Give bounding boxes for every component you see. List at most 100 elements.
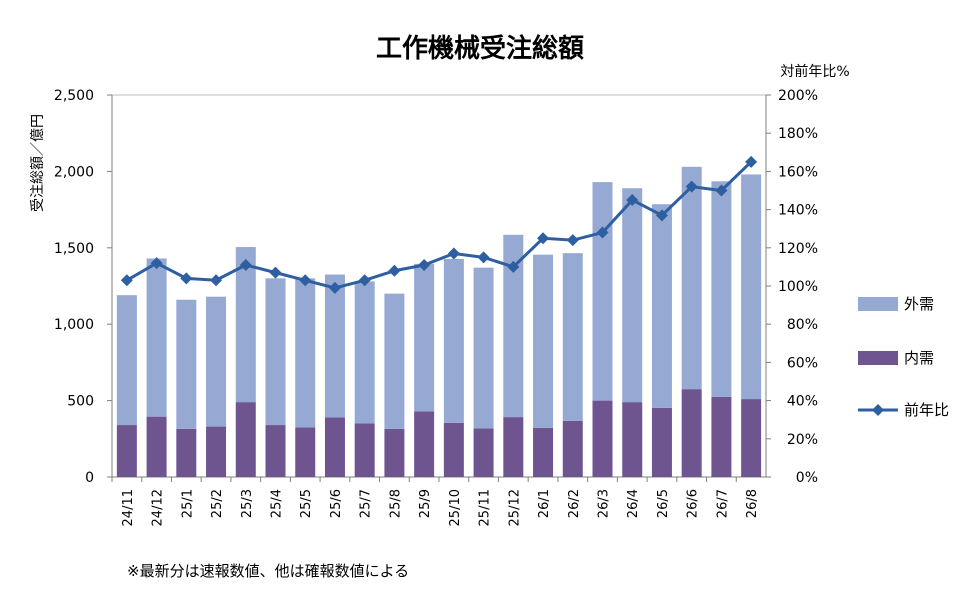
y-tick-label: 1,500: [54, 241, 94, 257]
x-tick-label: 26/7: [715, 489, 730, 518]
yoy-point: [655, 209, 668, 222]
bar-foreign: [324, 274, 345, 418]
yoy-point: [299, 274, 312, 287]
yoy-point: [328, 281, 341, 294]
bar-domestic: [295, 427, 316, 477]
y-tick-label: 2,500: [54, 88, 94, 104]
x-tick-label: 26/4: [626, 489, 641, 518]
yoy-point: [626, 194, 639, 207]
bar-domestic: [562, 420, 583, 477]
bar-foreign: [116, 295, 137, 426]
x-tick-label: 26/3: [597, 489, 612, 518]
legend-label-foreign: 外需: [904, 295, 934, 313]
bar-foreign: [681, 166, 702, 390]
bar-domestic: [443, 422, 464, 477]
bar-foreign: [235, 247, 256, 403]
y2-tick-label: 160%: [778, 164, 818, 180]
yoy-point: [537, 232, 550, 245]
yoy-point: [150, 257, 163, 270]
x-tick-label: 26/6: [686, 489, 701, 518]
x-tick-label: 25/6: [329, 489, 344, 518]
bar-foreign: [741, 174, 762, 400]
bar-foreign: [503, 234, 524, 418]
yoy-point: [418, 258, 431, 271]
bar-foreign: [592, 182, 613, 401]
bar-domestic: [503, 417, 524, 477]
yoy-point: [715, 184, 728, 197]
series-line-yoy: [126, 160, 753, 290]
bar-foreign: [206, 296, 227, 427]
bar-domestic: [354, 423, 375, 477]
yoy-point: [269, 266, 282, 279]
bar-foreign: [533, 254, 554, 428]
yoy-point: [180, 272, 193, 285]
x-tick-label: 25/12: [507, 489, 522, 526]
bar-domestic: [206, 426, 227, 477]
y2-tick-label: 140%: [778, 203, 818, 219]
yoy-point: [745, 155, 758, 168]
x-tick-label: 25/9: [418, 489, 433, 518]
bar-domestic: [711, 396, 732, 477]
bar-foreign: [384, 293, 405, 429]
y2-tick-label: 0%: [796, 470, 818, 486]
footnote: ※最新分は速報数値、他は確報数値による: [127, 562, 410, 580]
legend-swatch-domestic: [858, 351, 898, 365]
bar-domestic: [622, 402, 643, 477]
x-tick-label: 25/1: [180, 489, 195, 518]
x-tick-label: 26/2: [567, 489, 582, 518]
y-tick-label: 2,000: [54, 164, 94, 180]
bar-foreign: [473, 267, 494, 429]
bar-domestic: [324, 417, 345, 477]
yoy-point: [358, 274, 371, 287]
bar-domestic: [473, 428, 494, 477]
y-tick-label: 0: [85, 470, 94, 486]
x-tick-label: 24/11: [121, 489, 136, 526]
y2-tick-label: 20%: [787, 432, 818, 448]
y-tick-label: 500: [67, 394, 94, 410]
yoy-point: [447, 247, 460, 260]
bar-domestic: [414, 411, 435, 477]
y2-tick-label: 40%: [787, 394, 818, 410]
yoy-point: [685, 180, 698, 193]
bar-domestic: [176, 428, 197, 477]
bar-foreign: [443, 258, 464, 423]
bar-foreign: [711, 181, 732, 397]
x-tick-label: 26/8: [745, 489, 760, 518]
bar-domestic: [681, 389, 702, 477]
y2-tick-label: 120%: [778, 241, 818, 257]
x-tick-label: 24/12: [151, 489, 166, 526]
yoy-point: [596, 226, 609, 239]
x-tick-label: 25/2: [210, 489, 225, 518]
bar-domestic: [116, 425, 137, 477]
y-tick-label: 1,000: [54, 317, 94, 333]
x-tick-label: 25/11: [478, 489, 493, 526]
bar-foreign: [354, 281, 375, 424]
yoy-point: [239, 258, 252, 271]
x-tick-label: 25/4: [270, 489, 285, 518]
bar-foreign: [146, 258, 167, 417]
bar-foreign: [651, 204, 672, 408]
bar-foreign: [562, 253, 583, 421]
yoy-point: [388, 264, 401, 277]
bar-foreign: [414, 263, 435, 412]
y-axis-label: 受注総額／億円: [30, 114, 46, 212]
plot-area: 0 500 1,000 1,500 2,000 2,500 0% 20% 40% 60% 80% 10…: [54, 88, 818, 526]
legend-label-domestic: 内需: [904, 349, 934, 367]
chart-title: 工作機械受注総額: [376, 33, 584, 64]
bar-foreign: [622, 188, 643, 403]
bar-foreign: [295, 278, 316, 428]
y2-tick-label: 100%: [778, 279, 818, 295]
x-tick-label: 25/8: [388, 489, 403, 518]
bar-foreign: [265, 278, 286, 426]
y2-tick-label: 180%: [778, 126, 818, 142]
legend-marker-yoy: [872, 404, 884, 416]
y2-axis-label: 対前年比%: [780, 63, 849, 80]
y2-tick-label: 80%: [787, 317, 818, 333]
x-tick-label: 26/5: [656, 489, 671, 518]
bar-foreign: [176, 299, 197, 429]
x-tick-label: 25/5: [299, 489, 314, 518]
x-tick-label: 25/7: [359, 489, 374, 518]
x-tick-label: 26/1: [537, 489, 552, 518]
